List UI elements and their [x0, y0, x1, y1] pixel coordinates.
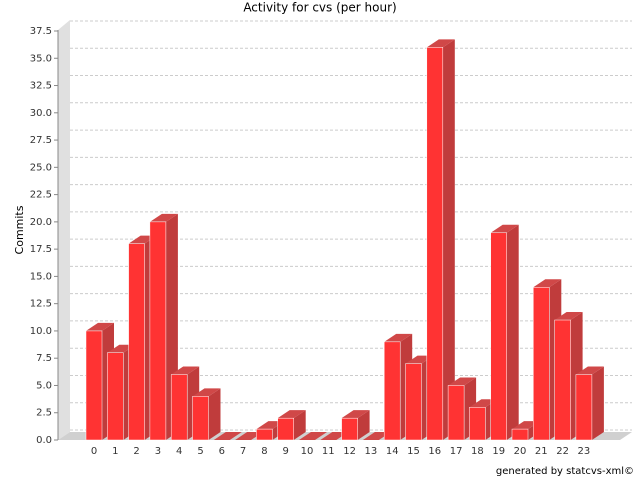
- x-tick-label: 0: [91, 446, 97, 457]
- bar-top: [405, 355, 434, 364]
- x-tick-label: 14: [386, 446, 399, 457]
- footer: generated by statcvs-xml©: [496, 466, 634, 477]
- bar-top: [533, 279, 562, 288]
- bar-top: [235, 432, 264, 440]
- x-tick-label: 23: [578, 446, 591, 457]
- x-tick-label: 8: [261, 446, 267, 457]
- bar: [405, 363, 422, 441]
- chart-title: Activity for cvs (per hour): [243, 1, 396, 15]
- bar: [128, 243, 145, 441]
- x-tick-label: 16: [428, 446, 441, 457]
- bar-top: [384, 333, 413, 342]
- bar-top: [512, 421, 540, 430]
- bar: [277, 417, 294, 441]
- x-tick-label: 12: [343, 446, 356, 457]
- bar-top: [426, 39, 455, 48]
- y-tick-label: 10.0: [30, 326, 52, 337]
- bar-top: [192, 388, 221, 397]
- bar-top: [341, 410, 370, 419]
- x-tick-label: 13: [365, 446, 378, 457]
- y-tick-label: 25.0: [30, 162, 52, 173]
- bar-top: [448, 377, 477, 386]
- y-tick-label: 5.0: [36, 380, 52, 391]
- bar: [383, 341, 401, 441]
- bar-top: [362, 432, 391, 440]
- y-axis-label: Commits: [13, 205, 26, 254]
- y-tick-label: 0.0: [36, 435, 52, 446]
- bar-side: [357, 410, 370, 440]
- x-tick-label: 11: [322, 446, 335, 457]
- bar: [192, 396, 209, 441]
- bar: [426, 47, 444, 441]
- bar: [107, 352, 124, 441]
- bar: [533, 287, 550, 441]
- bar: [170, 374, 188, 441]
- bar: [341, 417, 358, 441]
- bar-top: [86, 322, 114, 331]
- x-tick-label: 20: [514, 446, 527, 457]
- bar-side: [293, 410, 306, 440]
- y-tick-label: 15.0: [30, 271, 52, 282]
- x-tick-label: 21: [535, 446, 548, 457]
- x-tick-label: 22: [556, 446, 569, 457]
- bar: [149, 221, 167, 441]
- y-tick-label: 30.0: [30, 108, 52, 119]
- bar: [575, 374, 593, 441]
- bar-top: [277, 410, 306, 419]
- x-tick-label: 6: [219, 446, 225, 457]
- x-tick-label: 19: [492, 446, 505, 457]
- bar-top: [171, 366, 200, 375]
- y-tick-label: 37.5: [30, 26, 52, 37]
- bar-top: [128, 235, 157, 244]
- plot-background: [58, 20, 632, 440]
- x-tick-label: 1: [112, 446, 118, 457]
- bar-top: [554, 312, 583, 321]
- x-tick-label: 5: [197, 446, 203, 457]
- bar-top: [107, 344, 136, 353]
- y-tick-label: 12.5: [30, 299, 52, 310]
- bar-top: [469, 399, 498, 408]
- x-tick-label: 15: [407, 446, 420, 457]
- x-tick-label: 7: [240, 446, 246, 457]
- side-wall: [58, 20, 70, 440]
- bar: [256, 428, 273, 441]
- x-tick-label: 10: [301, 446, 314, 457]
- x-tick-label: 9: [283, 446, 289, 457]
- bar-top: [320, 432, 349, 440]
- bar: [469, 407, 486, 441]
- y-tick-label: 27.5: [30, 135, 52, 146]
- y-tick-label: 17.5: [30, 244, 52, 255]
- bar: [554, 319, 571, 441]
- bar: [447, 385, 465, 441]
- bar-top: [299, 432, 327, 440]
- x-tick-label: 18: [471, 446, 484, 457]
- y-tick-label: 2.5: [36, 408, 52, 419]
- x-tick-label: 17: [450, 446, 463, 457]
- bar-top: [213, 432, 242, 440]
- bar: [85, 330, 103, 441]
- bar: [490, 232, 507, 441]
- y-tick-label: 22.5: [30, 190, 52, 201]
- y-tick-label: 35.0: [30, 53, 52, 64]
- bar-top: [256, 421, 285, 430]
- bar: [511, 428, 529, 441]
- bar-top: [575, 366, 604, 375]
- bar-top: [490, 224, 519, 233]
- bar-top: [149, 213, 178, 222]
- bar-side: [591, 366, 604, 440]
- bar-side: [442, 39, 455, 441]
- x-tick-label: 3: [155, 446, 161, 457]
- bar-side: [506, 224, 519, 440]
- bar-side: [208, 388, 221, 440]
- y-tick-label: 20.0: [30, 217, 52, 228]
- x-tick-label: 4: [176, 446, 182, 457]
- y-tick-label: 7.5: [36, 353, 52, 364]
- y-tick-label: 32.5: [30, 81, 52, 92]
- x-tick-label: 2: [133, 446, 139, 457]
